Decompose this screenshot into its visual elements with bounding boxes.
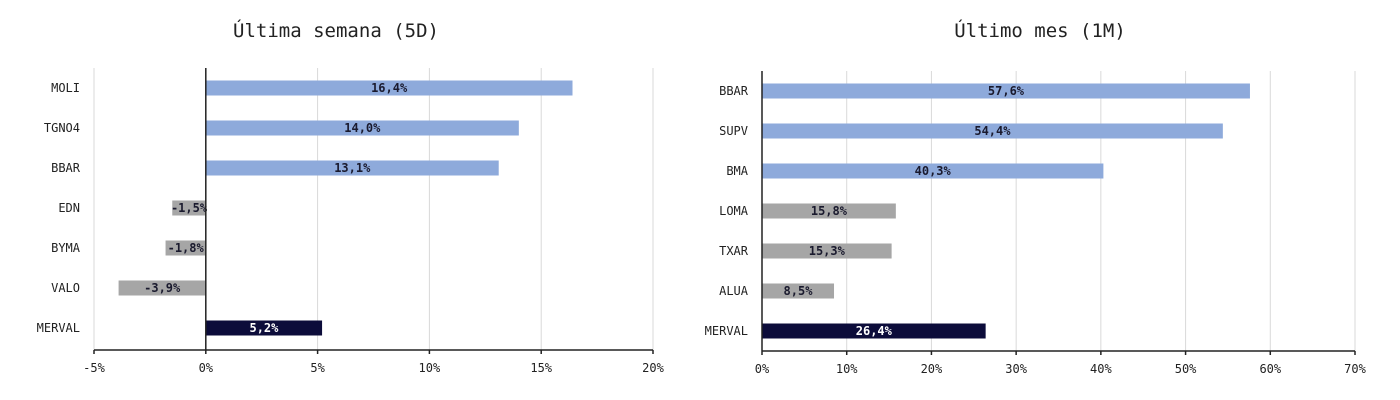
data-label: 15,8%	[811, 204, 848, 218]
category-label: BBAR	[51, 161, 81, 175]
data-label: -3,9%	[144, 281, 181, 295]
grid-lines	[846, 71, 1356, 351]
chart-title: Última semana (5D)	[233, 18, 439, 42]
category-label: ALUA	[719, 284, 749, 298]
data-labels: 57,6% 54,4% 40,3% 15,8% 15,3% 8,5% 26,4%	[784, 84, 1025, 338]
x-tick-label: -5%	[83, 361, 105, 375]
category-label: MOLI	[51, 81, 80, 95]
tick-labels: 0% 10% 20% 30% 40% 50% 60% 70%	[755, 362, 1367, 376]
x-tick-label: 70%	[1344, 362, 1366, 376]
category-labels: BBAR SUPV BMA LOMA TXAR ALUA MERVAL	[705, 84, 749, 338]
data-label: 14,0%	[344, 121, 381, 135]
x-tick-label: 10%	[419, 361, 441, 375]
axes	[761, 71, 1356, 355]
x-tick-label: 30%	[1005, 362, 1027, 376]
category-label: MERVAL	[37, 321, 80, 335]
data-label: 54,4%	[974, 124, 1011, 138]
bar-txar	[762, 243, 892, 259]
bar-bma	[762, 163, 1104, 179]
category-label: BMA	[726, 164, 748, 178]
data-label: -1,8%	[168, 241, 205, 255]
bar-bbar	[205, 160, 499, 176]
data-label: 40,3%	[915, 164, 952, 178]
x-tick-label: 5%	[310, 361, 325, 375]
category-label: EDN	[58, 201, 80, 215]
bar-alua	[762, 283, 835, 299]
bar-supv	[762, 123, 1223, 139]
bar-byma	[165, 240, 206, 256]
bar-merval	[205, 320, 323, 336]
bar-bbar	[762, 83, 1250, 99]
data-label: 15,3%	[809, 244, 846, 258]
x-tick-label: 15%	[530, 361, 552, 375]
chart-last-week: Última semana (5D) MOLI TGNO4 BBAR EDN BYMA V…	[37, 18, 665, 375]
x-tick-label: 20%	[921, 362, 943, 376]
bar-edn	[172, 200, 206, 216]
x-tick-label: 60%	[1259, 362, 1281, 376]
data-label: 16,4%	[371, 81, 408, 95]
data-label: 26,4%	[856, 324, 893, 338]
category-label: BYMA	[51, 241, 81, 255]
bar-moli	[205, 80, 573, 96]
x-tick-label: 20%	[642, 361, 664, 375]
bar-merval	[762, 323, 986, 339]
x-tick-label: 0%	[199, 361, 214, 375]
tick-labels: -5% 0% 5% 10% 15% 20%	[83, 361, 664, 375]
bar-loma	[762, 203, 896, 219]
chart-last-month: Último mes (1M) BBAR SUPV BMA LOMA TXAR ALUA M…	[705, 18, 1367, 376]
data-label: 5,2%	[249, 321, 279, 335]
category-label: BBAR	[719, 84, 749, 98]
data-label: 57,6%	[988, 84, 1025, 98]
x-tick-label: 0%	[755, 362, 770, 376]
category-label: LOMA	[719, 204, 749, 218]
category-label: VALO	[51, 281, 80, 295]
x-tick-label: 40%	[1090, 362, 1112, 376]
data-labels: 16,4% 14,0% 13,1% -1,5% -1,8% -3,9% 5,2%	[144, 81, 408, 335]
data-label: -1,5%	[171, 201, 208, 215]
category-label: TXAR	[719, 244, 749, 258]
x-tick-label: 10%	[836, 362, 858, 376]
bar-valo	[118, 280, 206, 296]
axes	[93, 68, 654, 354]
category-label: SUPV	[719, 124, 748, 138]
bar-tgno4	[205, 120, 519, 136]
bars	[762, 83, 1250, 339]
data-label: 8,5%	[784, 284, 814, 298]
category-label: TGNO4	[44, 121, 80, 135]
chart-title: Último mes (1M)	[954, 18, 1126, 42]
x-tick-label: 50%	[1175, 362, 1197, 376]
bars	[118, 80, 573, 336]
data-label: 13,1%	[334, 161, 371, 175]
category-labels: MOLI TGNO4 BBAR EDN BYMA VALO MERVAL	[37, 81, 81, 335]
category-label: MERVAL	[705, 324, 748, 338]
